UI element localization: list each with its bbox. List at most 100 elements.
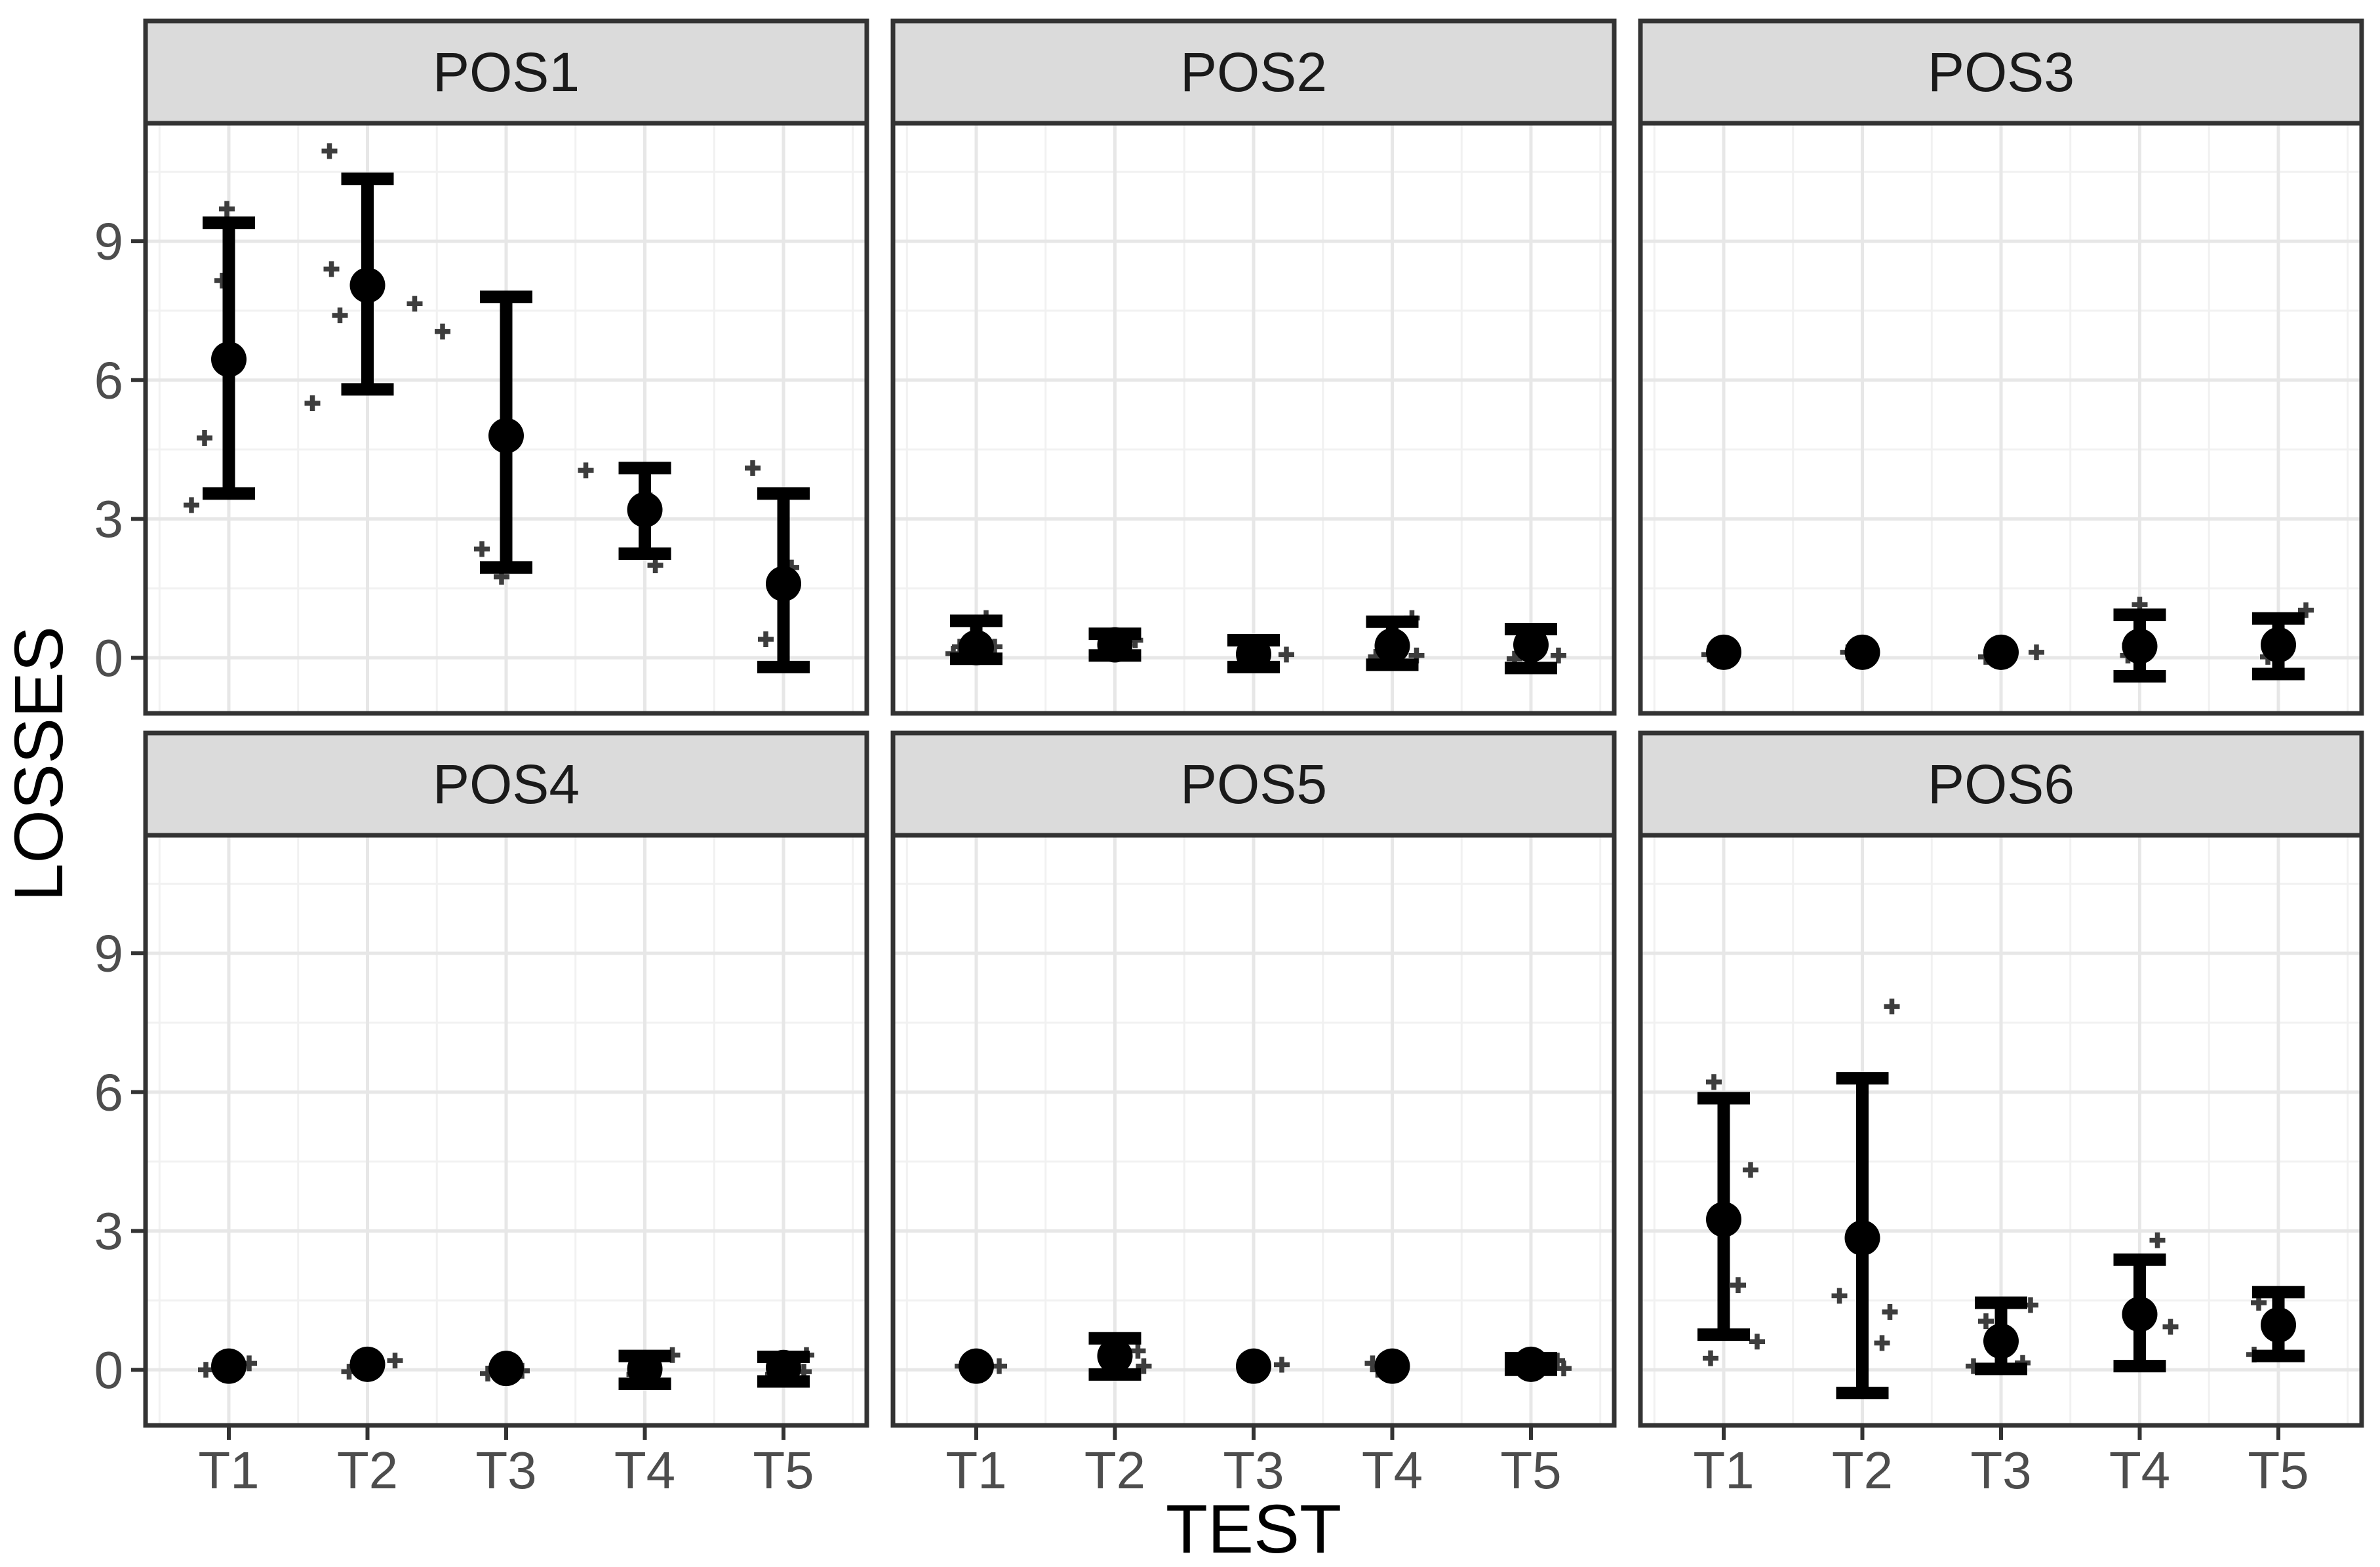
y-axis-tick-label: 9: [94, 212, 124, 271]
x-axis-tick-label: T5: [753, 1441, 814, 1499]
jitter-point: [758, 631, 774, 648]
mean-point: [627, 492, 663, 528]
y-axis-tick-label: 6: [94, 1063, 124, 1121]
mean-point: [2261, 1307, 2296, 1343]
mean-point: [959, 1348, 994, 1384]
mean-point: [349, 268, 386, 304]
x-axis-tick-label: T2: [1084, 1441, 1145, 1499]
jitter-point: [1703, 1350, 1718, 1366]
x-axis-tick-label: T1: [1693, 1441, 1754, 1499]
jitter-point: [2298, 602, 2314, 618]
x-axis-tick-label: T3: [1223, 1441, 1284, 1499]
jitter-point: [1279, 646, 1294, 663]
facet-strip: [143, 18, 869, 126]
jitter-point: [1730, 1277, 1746, 1294]
mean-point: [1706, 634, 1741, 670]
y-axis-tick-label: 0: [94, 629, 124, 687]
y-axis-tick-label: 0: [94, 1341, 124, 1399]
mean-point: [211, 1348, 247, 1384]
jitter-point: [198, 1362, 214, 1378]
mean-point: [349, 1346, 386, 1382]
mean-point: [488, 1351, 524, 1387]
x-axis-tick-label: T3: [1970, 1441, 2031, 1499]
x-axis-tick-label: T1: [945, 1441, 1006, 1499]
mean-point: [959, 629, 994, 665]
jitter-point: [1130, 1343, 1146, 1359]
mean-point: [1513, 627, 1549, 663]
jitter-point: [1274, 1357, 1290, 1373]
x-axis-tick-label: T5: [2248, 1441, 2309, 1499]
jitter-point: [219, 201, 235, 217]
jitter-point: [647, 557, 664, 574]
jitter-point: [578, 462, 594, 479]
x-axis-tick-label: T4: [614, 1441, 675, 1499]
jitter-point: [1551, 647, 1566, 664]
facet-strip: [143, 730, 869, 838]
jitter-point: [435, 323, 450, 340]
mean-point: [1706, 1201, 1741, 1237]
jitter-point: [2149, 1232, 2166, 1248]
jitter-point: [1831, 1288, 1848, 1304]
mean-point: [1983, 634, 2019, 670]
x-axis-title: TEST: [1166, 1491, 1341, 1567]
facet-strip: [890, 18, 1617, 126]
x-axis-tick-label: T1: [198, 1441, 259, 1499]
x-axis-tick-label: T3: [475, 1441, 536, 1499]
jitter-point: [1136, 1358, 1152, 1374]
jitter-point: [2029, 644, 2044, 660]
jitter-point: [407, 296, 423, 312]
mean-point: [1374, 627, 1410, 664]
facet-strip-label: POS1: [433, 41, 580, 103]
facet-strip: [1638, 730, 2364, 838]
mean-point: [1844, 1220, 1880, 1256]
mean-point: [766, 1349, 801, 1385]
facet-strip-label: POS3: [1928, 41, 2074, 103]
jitter-point: [323, 261, 340, 277]
jitter-point: [304, 395, 321, 412]
facet-strip-label: POS4: [433, 753, 580, 815]
facet-strip: [1638, 18, 2364, 126]
mean-point: [2122, 1296, 2158, 1332]
facet-strip-label: POS6: [1928, 753, 2074, 815]
jitter-point: [387, 1353, 403, 1369]
jitter-point: [1743, 1162, 1758, 1178]
x-axis-tick-label: T4: [1362, 1441, 1423, 1499]
jitter-point: [197, 430, 212, 446]
facet-strip-label: POS2: [1180, 41, 1327, 103]
panels-layer: POS1 0 3 6 9 POS2 POS3 POS4 0 3 6 9 T1 T2 T3 T4 T5 POS5 T1…: [94, 18, 2364, 1499]
x-axis-tick-label: T4: [2109, 1441, 2170, 1499]
y-axis-title: LOSSES: [1, 626, 77, 902]
facet-strip-label: POS5: [1180, 753, 1327, 815]
jitter-point: [1556, 1360, 1572, 1377]
jitter-point: [184, 497, 199, 513]
y-axis-tick-label: 9: [94, 924, 124, 983]
mean-point: [627, 1351, 663, 1387]
x-axis-tick-label: T2: [1832, 1441, 1893, 1499]
y-axis-tick-label: 3: [94, 1202, 124, 1260]
x-axis-tick-label: T2: [337, 1441, 398, 1499]
mean-point: [2122, 628, 2158, 664]
mean-point: [1374, 1348, 1410, 1384]
mean-point: [1513, 1346, 1549, 1382]
jitter-point: [1978, 1313, 1994, 1330]
y-axis-tick-label: 6: [94, 351, 124, 409]
mean-point: [488, 418, 524, 454]
jitter-point: [332, 307, 348, 323]
jitter-point: [1882, 1304, 1898, 1320]
mean-point: [1236, 636, 1271, 672]
mean-point: [2261, 627, 2296, 663]
jitter-point: [745, 460, 761, 476]
mean-point: [1097, 627, 1133, 663]
x-axis-tick-label: T5: [1500, 1441, 1561, 1499]
y-axis-tick-label: 3: [94, 490, 124, 548]
facet-strip: [890, 730, 1617, 838]
mean-point: [1983, 1323, 2019, 1359]
mean-point: [766, 566, 801, 602]
jitter-point: [1749, 1334, 1765, 1350]
jitter-point: [321, 143, 338, 159]
mean-point: [1844, 634, 1880, 670]
jitter-point: [2162, 1319, 2179, 1335]
jitter-point: [474, 541, 490, 557]
mean-point: [1236, 1348, 1271, 1384]
